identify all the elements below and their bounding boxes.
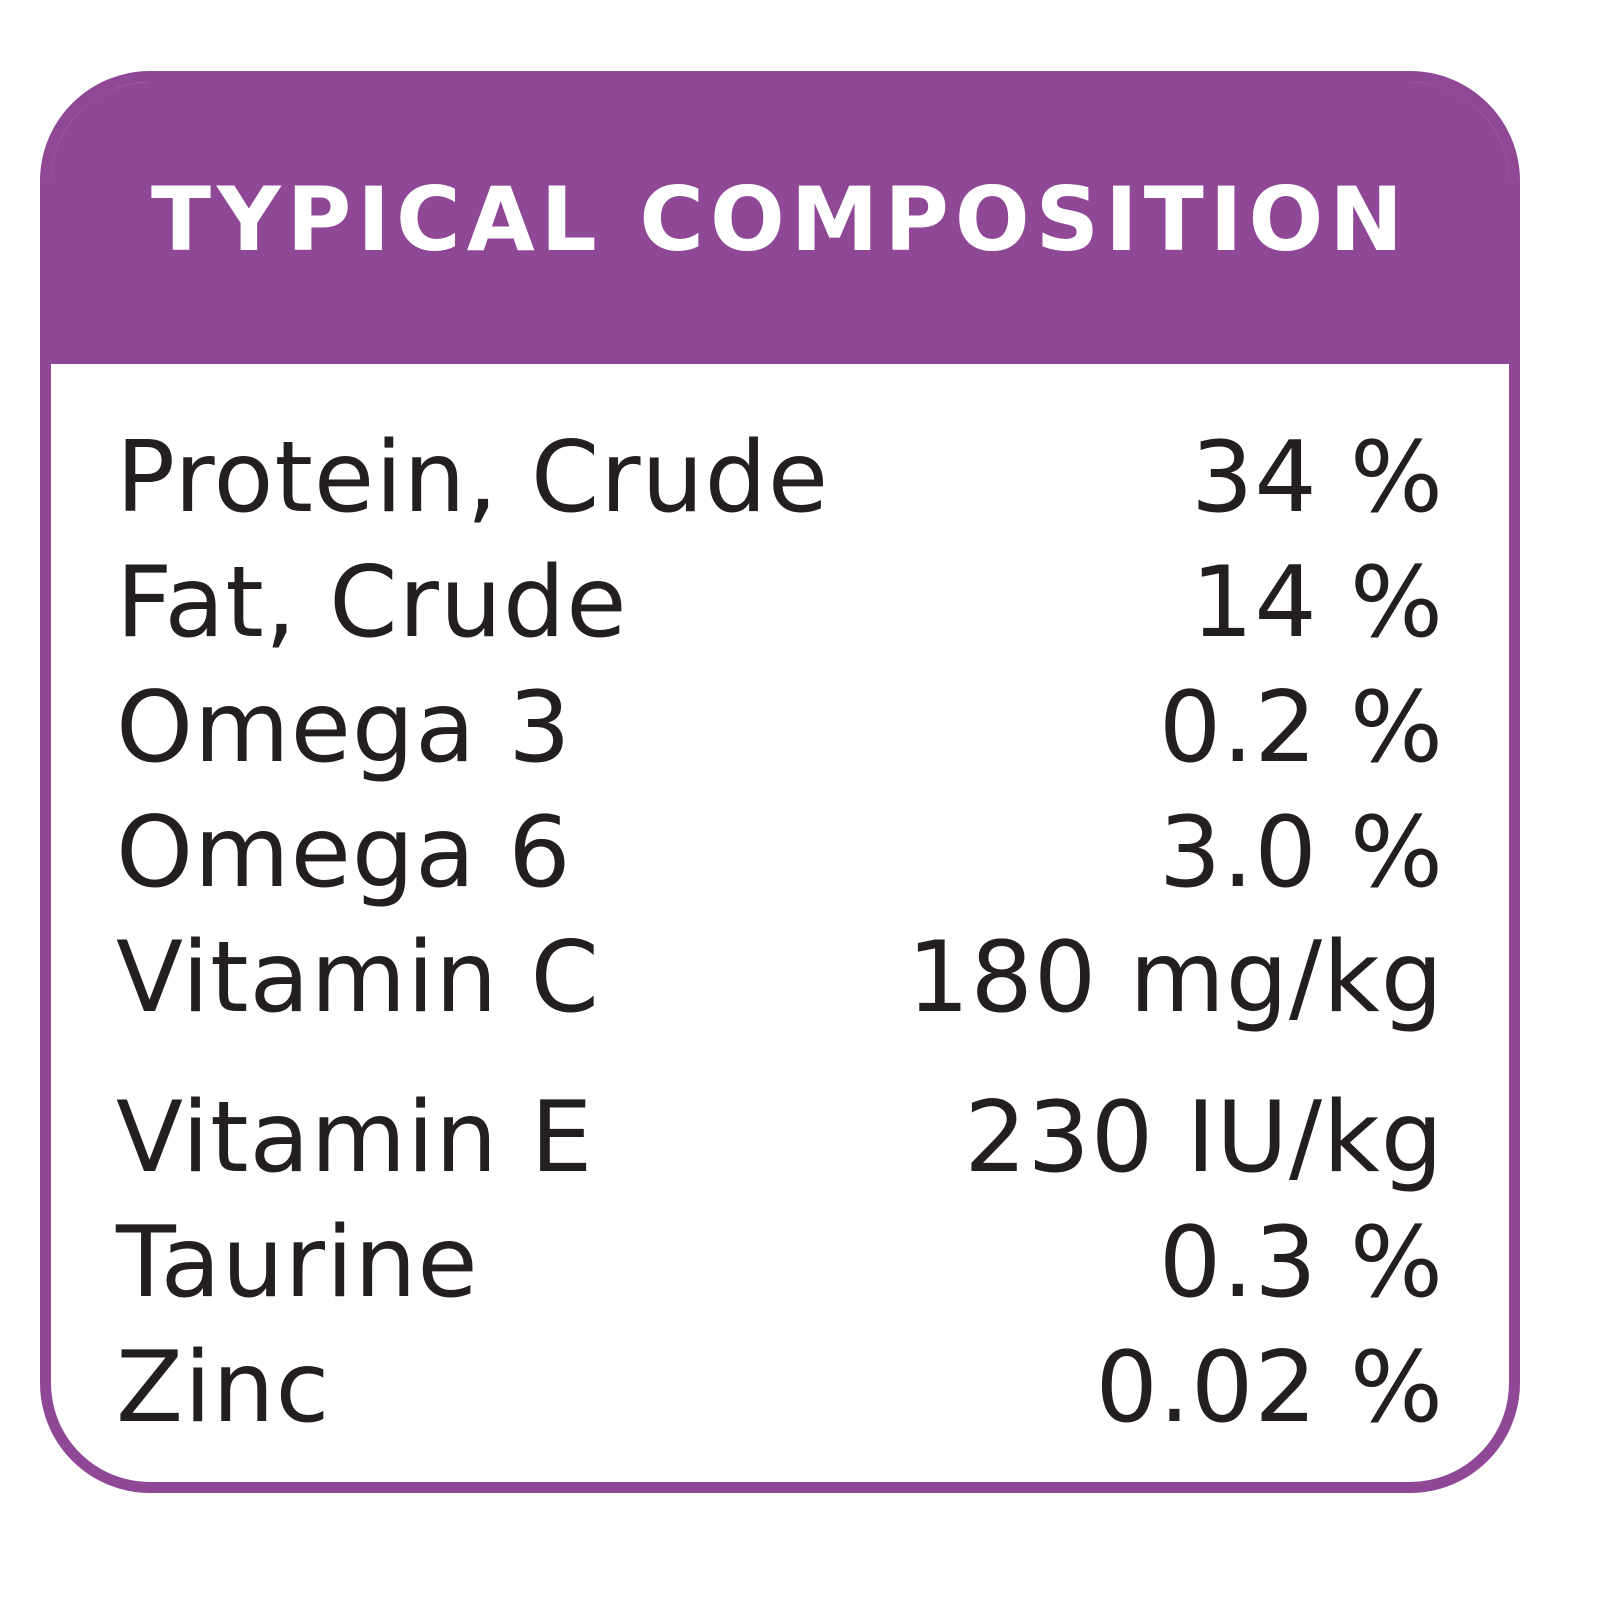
nutrient-value: 230 IU/kg bbox=[964, 1081, 1444, 1195]
composition-row-omega-3: Omega 3 0.2 % bbox=[116, 672, 1444, 784]
composition-row-protein: Protein, Crude 34 % bbox=[116, 422, 1444, 534]
composition-row-fat: Fat, Crude 14 % bbox=[116, 547, 1444, 659]
nutrient-value: 3.0 % bbox=[1158, 796, 1444, 910]
composition-title: TYPICAL COMPOSITION bbox=[151, 168, 1409, 271]
nutrient-value: 14 % bbox=[1191, 546, 1444, 660]
composition-row-omega-6: Omega 6 3.0 % bbox=[116, 797, 1444, 909]
nutrient-value: 0.2 % bbox=[1158, 671, 1444, 785]
nutrient-value: 0.02 % bbox=[1095, 1331, 1444, 1445]
nutrient-value: 0.3 % bbox=[1158, 1206, 1444, 1320]
composition-table: Protein, Crude 34 % Fat, Crude 14 % Omeg… bbox=[116, 82, 1444, 1482]
composition-card: TYPICAL COMPOSITION Protein, Crude 34 % … bbox=[40, 71, 1520, 1493]
nutrient-name: Omega 3 bbox=[116, 671, 572, 785]
nutrient-name: Vitamin C bbox=[116, 921, 600, 1035]
composition-row-vitamin-c: Vitamin C 180 mg/kg bbox=[116, 922, 1444, 1034]
nutrient-name: Vitamin E bbox=[116, 1081, 594, 1195]
composition-row-zinc: Zinc 0.02 % bbox=[116, 1332, 1444, 1444]
nutrient-value: 180 mg/kg bbox=[907, 921, 1444, 1035]
nutrient-name: Taurine bbox=[116, 1206, 479, 1320]
nutrient-name: Omega 6 bbox=[116, 796, 572, 910]
nutrient-name: Fat, Crude bbox=[116, 546, 628, 660]
nutrient-name: Zinc bbox=[116, 1331, 331, 1445]
composition-row-vitamin-e: Vitamin E 230 IU/kg bbox=[116, 1082, 1444, 1194]
nutrient-value: 34 % bbox=[1191, 421, 1444, 535]
composition-header: TYPICAL COMPOSITION bbox=[51, 82, 1509, 364]
nutrient-name: Protein, Crude bbox=[116, 421, 830, 535]
composition-row-taurine: Taurine 0.3 % bbox=[116, 1207, 1444, 1319]
